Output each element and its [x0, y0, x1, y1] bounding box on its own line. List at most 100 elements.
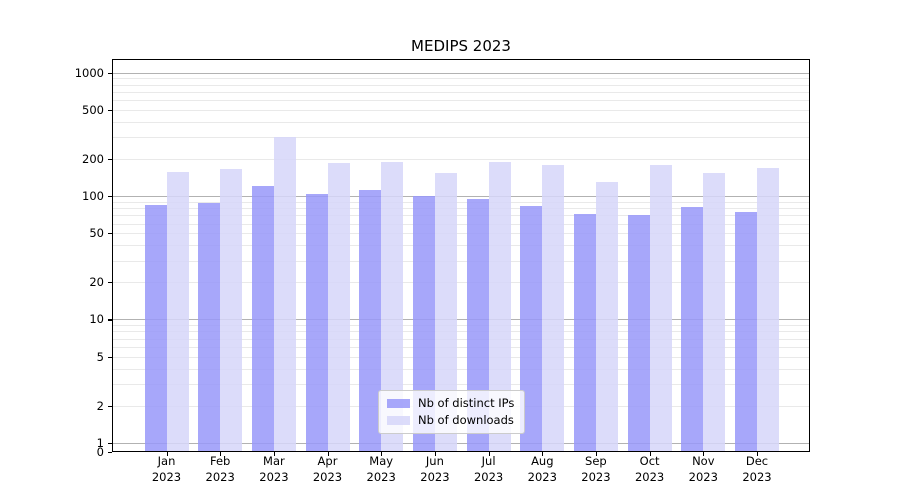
x-tick-mark [703, 452, 705, 456]
bar-nb-of-distinct-ips-dec [735, 211, 757, 452]
y-tick-label: 1 [96, 435, 104, 450]
gridline-minor [112, 84, 810, 86]
bar-nb-of-distinct-ips-feb [198, 202, 221, 452]
x-tick-label-oct: Oct 2023 [634, 454, 665, 484]
bar-nb-of-downloads-oct [649, 165, 672, 452]
gridline-minor [112, 109, 810, 111]
y-tick-mark [108, 319, 112, 321]
gridline-minor [112, 368, 810, 370]
gridline-major [112, 319, 810, 321]
gridline-minor [112, 121, 810, 123]
y-tick-mark [108, 442, 112, 444]
bar-nb-of-distinct-ips-sep [573, 214, 596, 452]
x-tick-label-apr: Apr 2023 [312, 454, 343, 484]
gridline-minor [112, 215, 810, 217]
y-tick-mark [108, 405, 112, 407]
x-tick-label-jul: Jul 2023 [473, 454, 504, 484]
gridline-minor [112, 208, 810, 209]
y-tick-label: 5 [96, 349, 104, 364]
bar-nb-of-distinct-ips-oct [627, 215, 650, 452]
bar-nb-of-downloads-nov [703, 173, 726, 452]
bar-nb-of-downloads-mar [273, 137, 296, 452]
bar-nb-of-downloads-jan [166, 171, 189, 452]
legend: Nb of distinct IPs Nb of downloads [378, 390, 526, 434]
legend-item-distinct-ips: Nb of distinct IPs [387, 397, 514, 410]
legend-label-downloads: Nb of downloads [418, 413, 514, 427]
gridline-minor [112, 233, 810, 235]
gridline-minor [112, 325, 810, 326]
y-tick-mark [108, 356, 112, 358]
y-tick-label: 10 [89, 312, 104, 327]
y-tick-mark [108, 159, 112, 161]
x-tick-mark [434, 452, 437, 456]
bar-nb-of-downloads-sep [595, 181, 618, 452]
y-tick-label: 20 [89, 275, 104, 290]
x-tick-label-feb: Feb 2023 [205, 454, 235, 484]
bar-nb-of-downloads-apr [327, 163, 350, 452]
gridline-minor [112, 137, 810, 139]
x-tick-label-dec: Dec 2023 [742, 454, 772, 484]
y-tick-mark [108, 452, 112, 454]
bar-nb-of-distinct-ips-may [359, 190, 382, 452]
bar-nb-of-downloads-aug [542, 164, 565, 452]
bar-nb-of-downloads-feb [220, 168, 243, 452]
y-tick-label: 200 [82, 152, 104, 166]
x-tick-mark [649, 452, 651, 456]
plot-area: Nb of distinct IPs Nb of downloads [112, 59, 810, 452]
gridline-minor [112, 78, 810, 80]
bar-nb-of-distinct-ips-mar [251, 186, 274, 452]
y-tick-mark [108, 233, 112, 235]
x-tick-mark [220, 452, 222, 456]
y-tick-mark [108, 109, 112, 112]
gridline-minor [112, 245, 810, 247]
y-tick-mark [108, 282, 112, 284]
y-tick-label: 1000 [74, 65, 104, 80]
x-tick-mark [166, 452, 168, 456]
x-tick-mark [381, 452, 383, 456]
x-tick-label-jun: Jun 2023 [420, 454, 450, 484]
gridline-minor [112, 383, 810, 385]
chart-title: MEDIPS 2023 [411, 37, 511, 55]
legend-label-distinct-ips: Nb of distinct IPs [418, 396, 515, 410]
x-tick-mark [488, 452, 490, 456]
bar-nb-of-distinct-ips-jun [412, 196, 435, 452]
gridline-minor [112, 260, 810, 262]
legend-swatch-downloads [387, 415, 410, 426]
gridline-minor [112, 100, 810, 102]
x-tick-label-mar: Mar 2023 [259, 454, 289, 484]
x-tick-mark [595, 452, 598, 456]
x-tick-mark [542, 452, 544, 456]
y-tick-mark [108, 72, 112, 74]
y-tick-label: 100 [82, 189, 104, 204]
bar-nb-of-distinct-ips-jan [144, 204, 167, 452]
gridline-major [112, 442, 810, 444]
legend-item-downloads: Nb of downloads [387, 414, 514, 427]
gridline-minor [112, 331, 810, 333]
gridline-minor [112, 91, 810, 93]
x-tick-mark [327, 452, 329, 456]
x-tick-label-aug: Aug 2023 [527, 454, 557, 484]
bar-nb-of-distinct-ips-nov [681, 207, 704, 452]
x-tick-mark [757, 452, 759, 456]
gridline-major [112, 196, 810, 198]
gridline-minor [112, 201, 810, 203]
y-tick-label: 2 [96, 398, 104, 413]
x-tick-label-jan: Jan 2023 [151, 454, 182, 484]
x-tick-label-may: May 2023 [366, 454, 396, 484]
bar-nb-of-distinct-ips-aug [520, 206, 543, 452]
bar-nb-of-downloads-may [381, 162, 404, 452]
x-tick-label-nov: Nov 2023 [688, 454, 718, 484]
gridline-minor [112, 282, 810, 284]
bar-nb-of-downloads-jul [488, 162, 511, 452]
gridline-major [112, 72, 810, 74]
gridline-minor [112, 159, 810, 160]
legend-swatch-distinct-ips [387, 398, 410, 409]
x-tick-label-sep: Sep 2023 [581, 454, 611, 484]
gridline-minor [112, 346, 810, 348]
y-tick-mark [108, 196, 112, 198]
bar-nb-of-downloads-jun [434, 173, 457, 452]
gridline-minor [112, 356, 810, 358]
y-tick-label: 50 [89, 226, 104, 241]
y-tick-label: 500 [82, 102, 104, 117]
